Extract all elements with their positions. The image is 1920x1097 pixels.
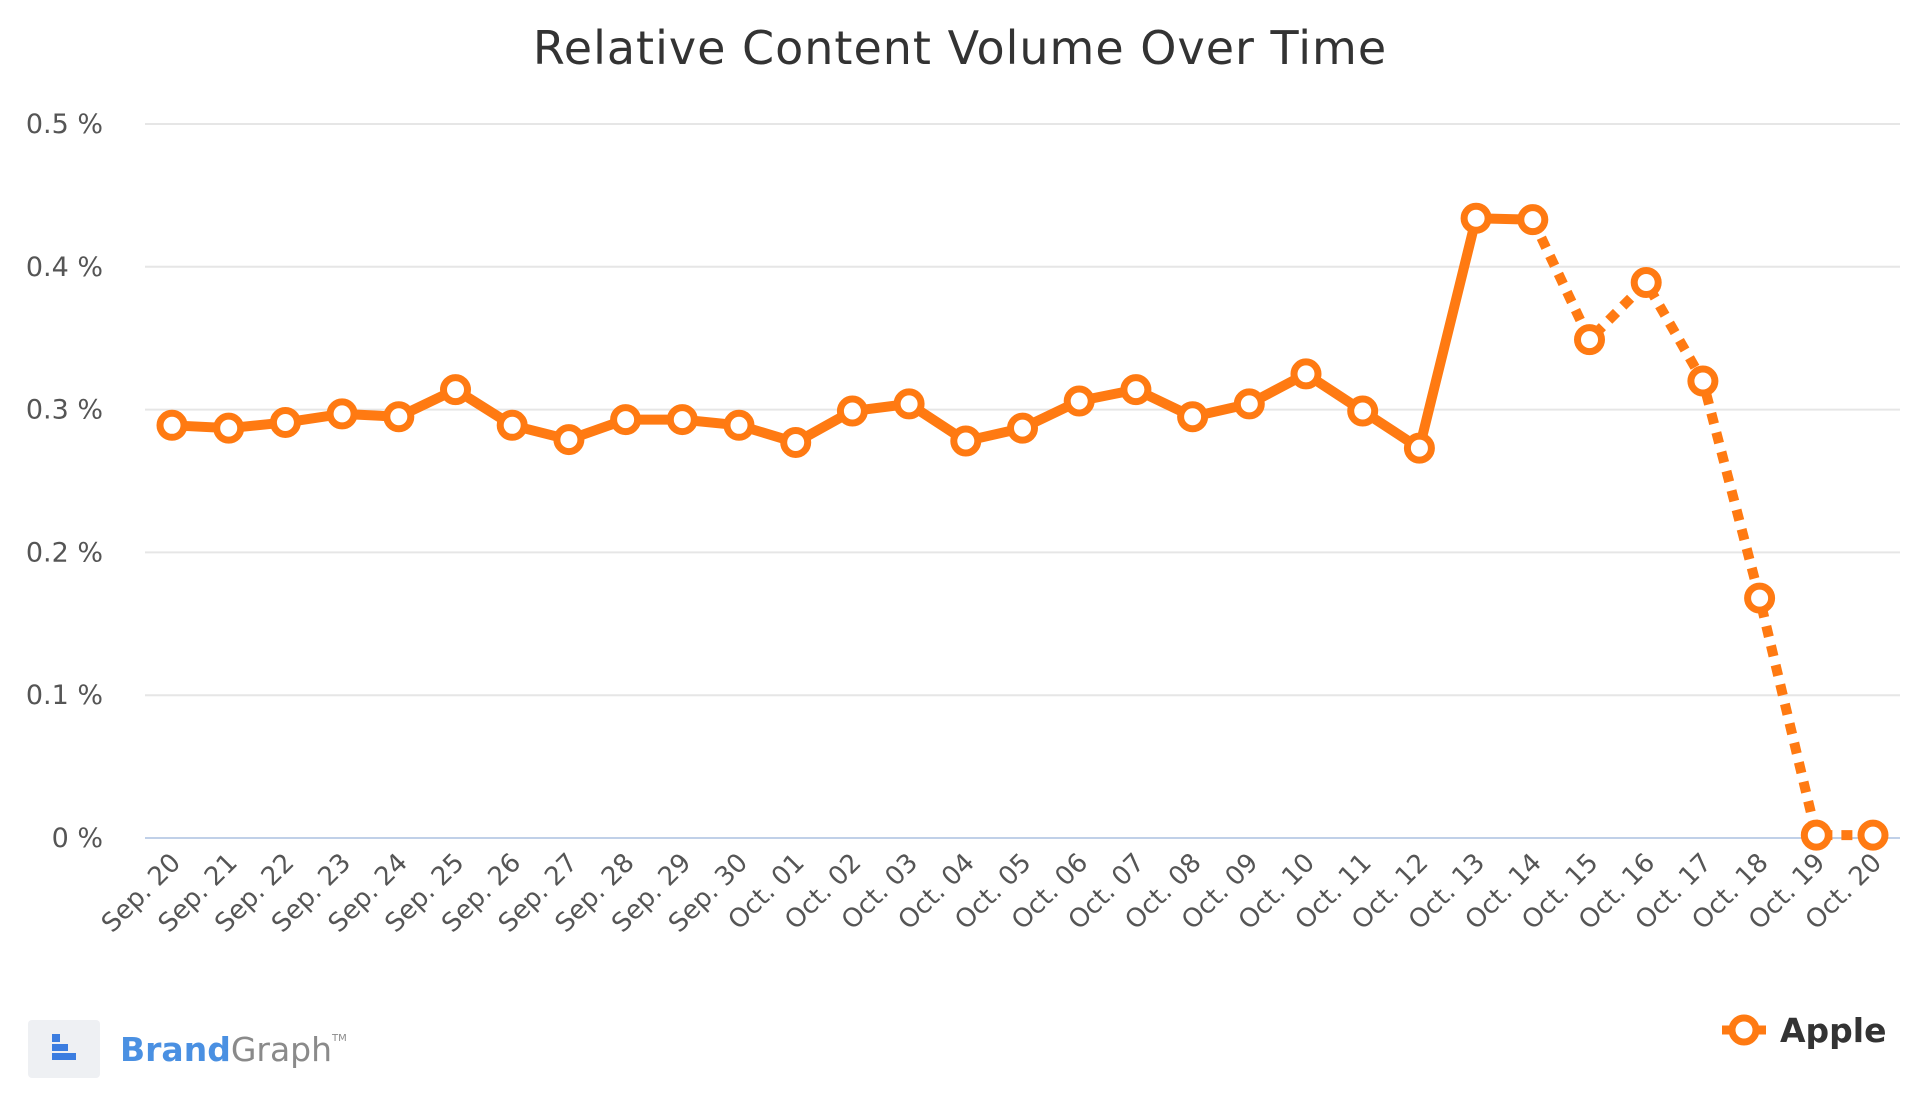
data-point[interactable]	[1347, 395, 1379, 427]
gridlines	[145, 123, 1900, 839]
legend-label-apple: Apple	[1780, 1011, 1886, 1050]
data-point[interactable]	[1403, 432, 1435, 464]
brand-wordmark: BrandGraphTM	[120, 1030, 347, 1069]
legend[interactable]: Apple	[1722, 1011, 1886, 1050]
brand-name-part-b: Graph	[231, 1030, 332, 1069]
data-point[interactable]	[1517, 204, 1549, 236]
data-point[interactable]	[1857, 819, 1889, 851]
data-point[interactable]	[326, 398, 358, 430]
data-point[interactable]	[156, 409, 188, 441]
y-tick-label: 0.5 %	[26, 109, 103, 140]
data-point[interactable]	[269, 406, 301, 438]
legend-marker-icon	[1728, 1014, 1760, 1046]
data-point[interactable]	[1460, 202, 1492, 234]
y-tick-label: 0.3 %	[26, 395, 103, 426]
data-point[interactable]	[723, 409, 755, 441]
data-point[interactable]	[1063, 385, 1095, 417]
brand-name-part-a: Brand	[120, 1030, 231, 1069]
data-point[interactable]	[1630, 267, 1662, 299]
data-point[interactable]	[780, 426, 812, 458]
data-point[interactable]	[1744, 582, 1776, 614]
bar-logo-icon	[28, 1020, 100, 1078]
data-point[interactable]	[1007, 412, 1038, 444]
data-point[interactable]	[1574, 324, 1605, 356]
brand-trademark: TM	[331, 1033, 347, 1044]
data-point[interactable]	[440, 374, 471, 406]
data-point[interactable]	[1800, 819, 1832, 851]
y-axis-ticks: 0 % 0.1 % 0.2 % 0.3 % 0.4 % 0.5 %	[26, 109, 103, 854]
data-point[interactable]	[496, 409, 528, 441]
data-point[interactable]	[213, 412, 245, 444]
series-apple	[156, 202, 1889, 851]
data-point[interactable]	[950, 425, 982, 457]
chart-title: Relative Content Volume Over Time	[533, 21, 1387, 75]
series-line-dashed	[1528, 217, 1873, 841]
data-point[interactable]	[1290, 358, 1322, 390]
y-tick-label: 0.2 %	[26, 537, 103, 568]
data-point[interactable]	[553, 424, 585, 456]
data-point[interactable]	[1233, 388, 1265, 420]
y-tick-label: 0.1 %	[26, 680, 103, 711]
y-tick-label: 0.4 %	[26, 252, 103, 283]
data-point[interactable]	[1120, 374, 1152, 406]
brandgraph-logo[interactable]: BrandGraphTM	[28, 1020, 347, 1078]
data-point[interactable]	[1177, 401, 1209, 433]
y-tick-label: 0 %	[52, 823, 103, 854]
data-point[interactable]	[610, 404, 642, 436]
data-point[interactable]	[1687, 365, 1719, 397]
data-point[interactable]	[893, 388, 925, 420]
data-point[interactable]	[383, 401, 415, 433]
data-point[interactable]	[666, 404, 698, 436]
data-point[interactable]	[836, 395, 868, 427]
